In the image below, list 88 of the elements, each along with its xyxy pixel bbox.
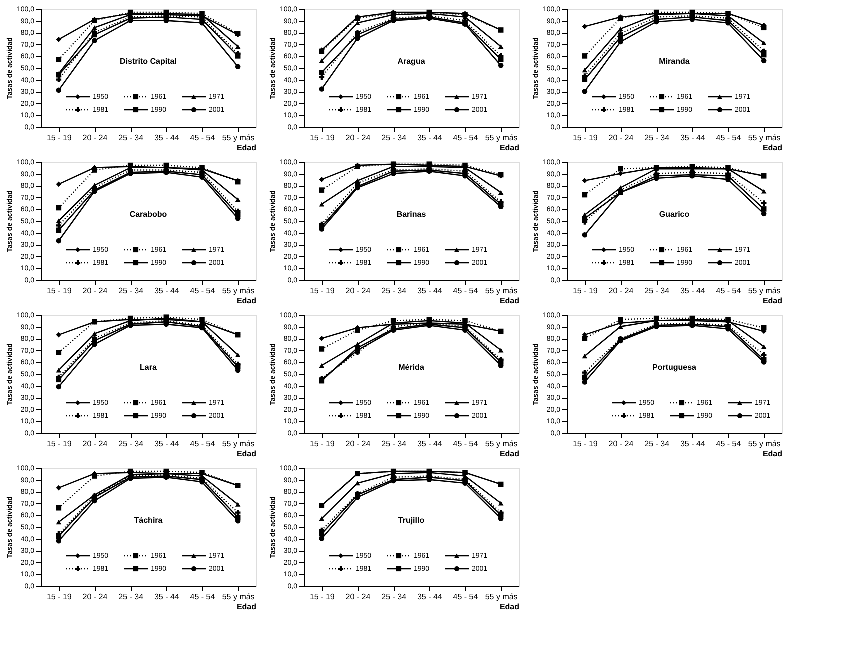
x-tick-label: 55 y más (222, 286, 255, 296)
x-tick-label: 25 - 34 (118, 440, 144, 448)
text: Miranda (659, 57, 690, 66)
x-tick-label: 15 - 19 (46, 134, 72, 142)
x-axis-title: Edad (500, 602, 520, 612)
text: Táchira (134, 516, 164, 526)
x-tick-label: 35 - 44 (680, 440, 706, 448)
x-tick-label: 35 - 44 (417, 286, 443, 296)
x-tick-label: 45 - 54 (190, 286, 216, 296)
x-tick-label: 20 - 24 (346, 286, 372, 296)
x-tick-label: 45 - 54 (716, 134, 742, 142)
x-tick-label: 25 - 34 (118, 286, 144, 296)
x-axis-title: Edad (500, 144, 520, 152)
x-tick-label: 20 - 24 (82, 440, 108, 448)
x-tick-label: 35 - 44 (154, 592, 180, 602)
x-axis-title: Edad (500, 296, 520, 306)
x-tick-label: 25 - 34 (644, 440, 670, 448)
x-axis-title: Edad (236, 450, 257, 458)
x-tick-label: 25 - 34 (118, 134, 144, 142)
x-tick-label: 15 - 19 (310, 286, 336, 296)
x-tick-label: 45 - 54 (453, 286, 479, 296)
x-tick-label: 25 - 34 (644, 286, 670, 296)
x-tick-label: 35 - 44 (417, 134, 443, 142)
x-tick-label: 45 - 54 (190, 440, 216, 448)
x-tick-label: 15 - 19 (310, 134, 336, 142)
x-tick-label: 55 y más (485, 440, 518, 448)
x-tick-label: 35 - 44 (417, 592, 443, 602)
x-tick-label: 55 y más (748, 440, 781, 448)
x-tick-label: 25 - 34 (382, 592, 408, 602)
x-tick-label: 45 - 54 (190, 592, 216, 602)
x-tick-label: 20 - 24 (608, 134, 634, 142)
x-tick-label: 20 - 24 (346, 592, 372, 602)
x-tick-label: 15 - 19 (572, 286, 598, 296)
x-axis-title: Edad (762, 450, 783, 458)
text: Guarico (659, 210, 690, 220)
x-tick-label: 25 - 34 (644, 134, 670, 142)
x-tick-label: 20 - 24 (346, 134, 372, 142)
x-tick-label: 55 y más (748, 134, 781, 142)
x-tick-label: 15 - 19 (46, 592, 72, 602)
x-tick-label: 25 - 34 (382, 134, 408, 142)
x-tick-label: 35 - 44 (680, 134, 706, 142)
x-tick-label: 15 - 19 (310, 592, 336, 602)
x-tick-label: 45 - 54 (190, 134, 216, 142)
x-tick-label: 45 - 54 (453, 134, 479, 142)
x-tick-label: 20 - 24 (346, 440, 372, 448)
x-tick-label: 15 - 19 (572, 440, 598, 448)
x-tick-label: 20 - 24 (82, 286, 108, 296)
x-tick-label: 35 - 44 (680, 286, 706, 296)
x-tick-label: 55 y más (485, 134, 518, 142)
x-tick-label: 20 - 24 (82, 592, 108, 602)
x-tick-label: 25 - 34 (382, 440, 408, 448)
x-tick-label: 25 - 34 (118, 592, 144, 602)
x-tick-label: 15 - 19 (46, 440, 72, 448)
text: Barinas (396, 210, 427, 220)
text: Trujillo (398, 516, 425, 526)
x-axis-title: Edad (762, 144, 783, 152)
x-tick-label: 45 - 54 (453, 592, 479, 602)
x-tick-label: 15 - 19 (310, 440, 336, 448)
text: Mérida (398, 363, 425, 372)
x-tick-label: 45 - 54 (453, 440, 479, 448)
x-tick-label: 55 y más (485, 286, 518, 296)
x-tick-label: 35 - 44 (417, 440, 443, 448)
x-tick-label: 55 y más (222, 440, 255, 448)
x-tick-label: 35 - 44 (154, 134, 180, 142)
x-tick-label: 20 - 24 (82, 134, 108, 142)
x-tick-label: 15 - 19 (46, 286, 72, 296)
text: Carabobo (130, 210, 168, 220)
text: Distrito Capital (120, 57, 177, 66)
x-tick-label: 35 - 44 (154, 286, 180, 296)
x-tick-label: 20 - 24 (608, 440, 634, 448)
x-tick-label: 45 - 54 (716, 286, 742, 296)
x-axis-title: Edad (500, 450, 520, 458)
x-axis-title: Edad (236, 144, 257, 152)
x-tick-label: 55 y más (748, 286, 781, 296)
x-tick-label: 25 - 34 (382, 286, 408, 296)
x-tick-label: 15 - 19 (572, 134, 598, 142)
text: Lara (140, 363, 158, 372)
x-tick-label: 20 - 24 (608, 286, 634, 296)
x-tick-label: 45 - 54 (716, 440, 742, 448)
x-tick-label: 35 - 44 (154, 440, 180, 448)
x-tick-label: 55 y más (485, 592, 518, 602)
text: Aragua (398, 57, 426, 66)
x-axis-title: Edad (236, 296, 257, 306)
x-tick-label: 55 y más (222, 592, 255, 602)
x-tick-label: 55 y más (222, 134, 255, 142)
x-axis-title: Edad (762, 296, 783, 306)
text: Portuguesa (652, 363, 698, 372)
x-axis-title: Edad (236, 602, 257, 612)
